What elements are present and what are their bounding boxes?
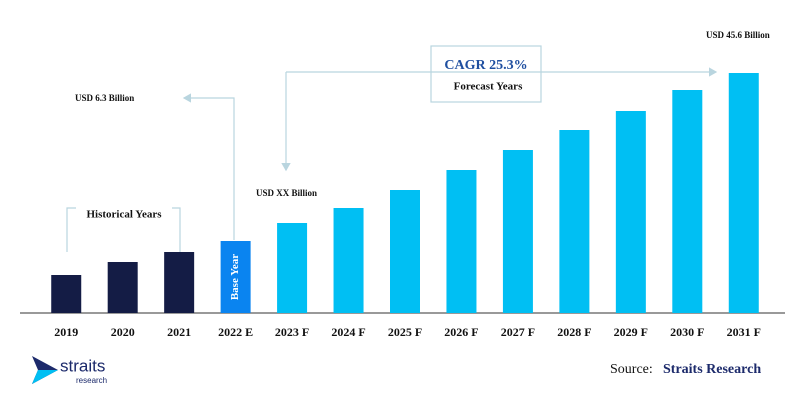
cagr-box <box>430 45 542 103</box>
x-tick-label: 2025 F <box>388 325 422 339</box>
x-tick-label: 2031 F <box>727 325 761 339</box>
bar <box>51 275 82 313</box>
label-bg <box>76 206 172 224</box>
base-year-label: Base Year <box>229 254 241 300</box>
x-tick-label: 2030 F <box>670 325 704 339</box>
source-label: Source: <box>610 362 653 377</box>
bar <box>502 150 533 313</box>
cagr-label: CAGR 25.3% <box>444 58 527 73</box>
bar <box>672 90 703 313</box>
forecast-label: Forecast Years <box>454 81 523 93</box>
x-tick-label: 2021 <box>167 325 191 339</box>
x-tick-label: 2027 F <box>501 325 535 339</box>
source: Straits Research <box>663 362 761 377</box>
logo-mark-accent <box>32 370 58 384</box>
bar <box>333 208 364 313</box>
x-tick-label: 2024 F <box>331 325 365 339</box>
bar <box>164 252 195 313</box>
historical-label: Historical Years <box>86 209 162 221</box>
bar <box>277 223 308 313</box>
mid-value: USD XX Billion <box>256 188 317 198</box>
bar <box>220 241 251 313</box>
bar <box>390 190 420 313</box>
x-tick-label: 2029 F <box>614 325 648 339</box>
x-tick-label: 2026 F <box>444 325 478 339</box>
x-tick-label: 2019 <box>54 325 78 339</box>
bar <box>728 73 759 313</box>
bar <box>107 262 138 313</box>
bar <box>615 111 646 313</box>
end-value: USD 45.6 Billion <box>706 30 770 40</box>
x-tick-label: 2023 F <box>275 325 309 339</box>
bar <box>559 130 590 313</box>
x-tick-label: 2022 E <box>218 325 253 339</box>
logo-name: straits <box>60 356 105 375</box>
bar <box>446 170 477 313</box>
logo-sub: research <box>76 376 107 385</box>
x-tick-label: 2028 F <box>557 325 591 339</box>
x-tick-label: 2020 <box>111 325 135 339</box>
start-value: USD 6.3 Billion <box>75 93 134 103</box>
start-arrow <box>182 93 235 240</box>
